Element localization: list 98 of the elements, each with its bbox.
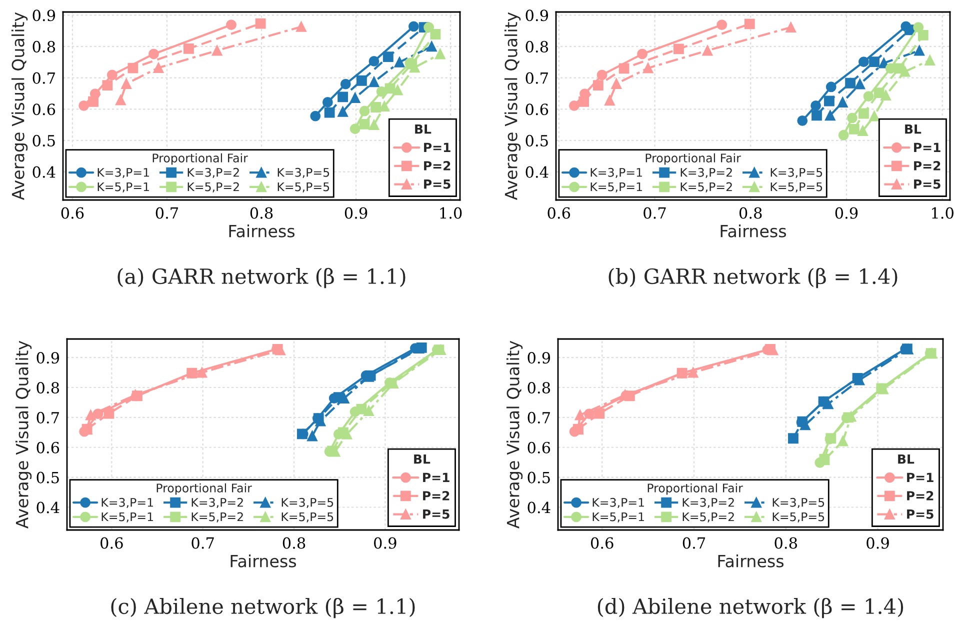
y-tick-label: 0.5 <box>526 134 548 146</box>
x-tick-label: 0.6 <box>61 207 84 219</box>
legend-label: K=3,P=5 <box>770 168 822 178</box>
legend-title: Proportional Fair <box>152 153 248 165</box>
y-tick-label: 0.8 <box>32 40 56 52</box>
legend-label: K=3,P=2 <box>188 168 239 178</box>
x-axis-title: Fairness <box>229 224 295 238</box>
x-tick-label: 0.9 <box>835 207 858 219</box>
x-tick-label: 0.9 <box>344 207 368 219</box>
annotation: BL <box>898 454 914 464</box>
legend-label: P=2 <box>914 161 940 170</box>
y-tick-label: 0.8 <box>36 382 60 394</box>
x-tick-label: 0.9 <box>866 537 889 549</box>
text: (b) GARR network (β = 1.4) <box>608 268 898 288</box>
legend-label: K=3,P=2 <box>192 498 243 508</box>
y-tick-label: 0.8 <box>528 382 550 394</box>
x-tick-label: 0.6 <box>590 537 614 549</box>
legend-label: K=5,P=2 <box>682 512 734 522</box>
y-axis-title: Average Visual Quality <box>15 340 32 529</box>
annotation: BL <box>415 124 432 134</box>
y-tick-label: 0.9 <box>32 10 56 22</box>
y-tick-label: 0.6 <box>36 442 60 454</box>
legend-label: K=5,P=1 <box>102 512 153 522</box>
x-tick-label: 0.8 <box>282 537 306 549</box>
y-tick-label: 0.9 <box>36 352 60 364</box>
x-tick-label: 0.7 <box>644 207 666 219</box>
y-tick-label: 0.4 <box>528 502 550 514</box>
x-tick-label: 0.6 <box>548 207 570 219</box>
y-tick-label: 0.9 <box>528 352 550 364</box>
y-tick-label: 0.4 <box>32 166 56 178</box>
y-tick-label: 0.4 <box>526 166 548 178</box>
y-tick-label: 0.5 <box>32 134 55 146</box>
legend-title: Proportional Fair <box>648 483 743 495</box>
y-tick-label: 0.5 <box>528 472 550 484</box>
x-tick-label: 0.8 <box>774 537 797 549</box>
x-axis-title: Fairness <box>230 554 296 568</box>
legend-label: K=5,P=5 <box>282 512 334 522</box>
legend-label: K=5,P=2 <box>192 512 243 522</box>
y-tick-label: 0.8 <box>526 40 548 52</box>
legend-label: P=2 <box>907 491 934 500</box>
y-tick-label: 0.9 <box>526 10 548 22</box>
legend-label: K=3,P=5 <box>278 168 330 178</box>
y-axis-title: Average Visual Quality <box>504 12 521 200</box>
text: (a) GARR network (β = 1.1) <box>118 268 406 288</box>
legend-label: K=5,P=5 <box>772 512 824 522</box>
y-tick-label: 0.6 <box>528 442 550 454</box>
legend-label: P=2 <box>423 491 450 500</box>
y-tick-label: 0.7 <box>32 72 55 84</box>
y-tick-label: 0.7 <box>526 72 548 84</box>
legend-label: K=3,P=1 <box>102 498 153 508</box>
x-tick-label: 0.8 <box>739 207 762 219</box>
legend-label: P=5 <box>423 510 450 519</box>
text: (d) Abilene network (β = 1.4) <box>598 598 904 618</box>
text: (c) Abilene network (β = 1.1) <box>111 598 415 618</box>
legend-label: K=5,P=1 <box>592 512 644 522</box>
y-tick-label: 0.7 <box>36 412 59 424</box>
x-axis-title: Fairness <box>720 224 786 238</box>
legend-label: P=1 <box>424 142 450 152</box>
x-tick-label: 0.7 <box>682 537 706 549</box>
legend-label: P=1 <box>423 472 450 482</box>
legend-title: Proportional Fair <box>156 483 252 495</box>
legend-label: P=1 <box>907 472 934 482</box>
legend-label: K=3,P=5 <box>772 498 824 508</box>
legend-label: K=5,P=2 <box>680 182 732 192</box>
legend-label: K=5,P=1 <box>590 182 642 192</box>
legend-label: P=1 <box>914 142 940 152</box>
x-tick-label: 0.7 <box>156 207 178 219</box>
legend-label: K=5,P=5 <box>770 182 822 192</box>
legend-label: K=3,P=1 <box>98 168 149 178</box>
legend-label: K=3,P=2 <box>680 168 732 178</box>
y-tick-label: 0.5 <box>36 472 59 484</box>
legend-title: Proportional Fair <box>646 153 741 165</box>
y-tick-label: 0.6 <box>32 104 56 116</box>
legend-label: K=5,P=5 <box>278 182 330 192</box>
x-tick-label: 0.9 <box>374 537 396 549</box>
legend-label: P=5 <box>424 180 450 189</box>
legend-label: K=3,P=2 <box>682 498 734 508</box>
legend-label: P=5 <box>914 180 940 189</box>
legend-label: K=3,P=1 <box>592 498 644 508</box>
x-tick-label: 0.8 <box>250 207 273 219</box>
y-axis-title: Average Visual Quality <box>506 340 523 529</box>
legend-label: K=5,P=2 <box>188 182 239 192</box>
x-axis-title: Fairness <box>718 554 784 568</box>
x-tick-label: 0.6 <box>100 537 123 549</box>
y-tick-label: 0.6 <box>526 104 548 116</box>
y-tick-label: 0.4 <box>36 502 60 514</box>
legend-label: P=5 <box>907 510 934 519</box>
y-axis-title: Average Visual Quality <box>11 12 28 200</box>
legend-label: K=5,P=1 <box>98 182 149 192</box>
annotation: BL <box>414 454 430 464</box>
legend-label: P=2 <box>424 161 450 170</box>
legend-label: K=3,P=5 <box>282 498 334 508</box>
x-tick-label: 1.0 <box>440 207 462 219</box>
y-tick-label: 0.7 <box>528 412 550 424</box>
annotation: BL <box>905 124 922 134</box>
legend-label: K=3,P=1 <box>590 168 642 178</box>
x-tick-label: 0.7 <box>192 537 214 549</box>
x-tick-label: 1.0 <box>932 207 954 219</box>
